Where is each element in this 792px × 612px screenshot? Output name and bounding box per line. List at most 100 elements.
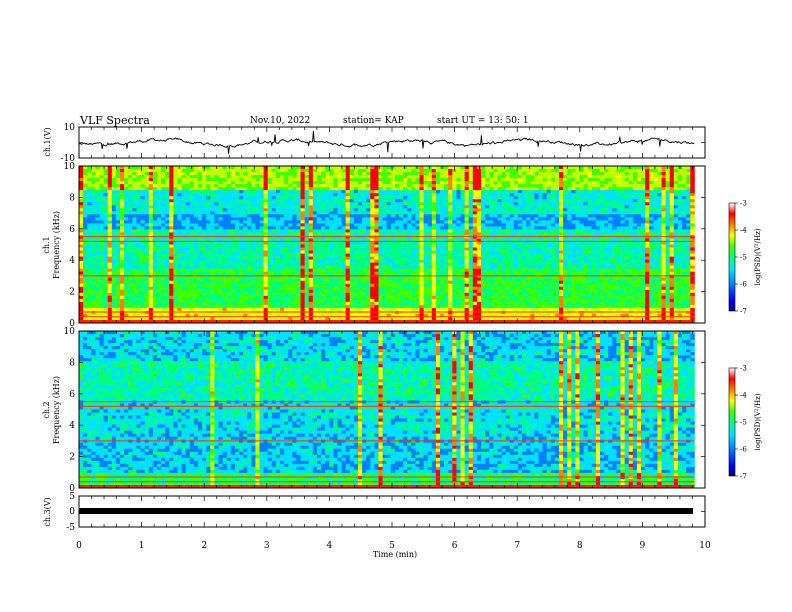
spectrogram-cell [493, 250, 498, 254]
spectrogram-cell [275, 250, 281, 254]
spectrogram-cell [489, 217, 494, 221]
spectrogram-cell [218, 244, 223, 248]
spectrogram-cell [407, 214, 412, 218]
spectrogram-cell [632, 205, 638, 209]
spectrogram-cell [485, 241, 490, 245]
spectrogram-cell [456, 184, 461, 188]
spectrogram-cell [316, 211, 322, 215]
spectrogram-cell [419, 172, 424, 176]
spectrogram-cell [370, 205, 375, 209]
spectrogram-cell [370, 178, 375, 182]
spectrogram-cell [115, 247, 121, 251]
spectrogram-cell [509, 250, 515, 254]
spectrogram-cell [390, 250, 396, 254]
spectrogram-cell [628, 211, 634, 215]
spectrogram-cell [554, 196, 560, 200]
spectrogram-cell [156, 262, 162, 267]
spectrogram-cell [210, 214, 215, 218]
spectrogram-cell [345, 187, 351, 191]
spectrogram-cell [534, 208, 539, 212]
spectrogram-cell [497, 244, 502, 248]
spectrogram-cell [259, 211, 265, 215]
spectrogram-cell [456, 166, 461, 170]
spectrogram-cell [636, 178, 642, 182]
spectrogram-cell [87, 187, 92, 191]
spectrogram-cell [288, 196, 293, 200]
spectrogram-cell [325, 211, 330, 215]
spectrogram-cell [152, 190, 158, 194]
spectrogram-cell [353, 181, 359, 185]
spectrogram-cell [115, 181, 121, 185]
spectrogram-cell [501, 169, 507, 173]
spectrogram-cell [300, 238, 306, 242]
spectrogram-cell [284, 178, 289, 182]
spectrogram-cell [132, 247, 137, 251]
spectrogram-cell [407, 262, 412, 267]
spectrogram-cell [591, 217, 597, 221]
spectrogram-cell [362, 220, 367, 224]
spectrogram-cell [259, 175, 265, 179]
spectrogram-cell [517, 169, 523, 173]
spectrogram-cell [460, 247, 466, 251]
spectrogram-cell [427, 169, 433, 173]
spectrogram-cell [111, 244, 117, 248]
spectrogram-cell [481, 241, 486, 245]
spectrogram-cell [468, 244, 474, 248]
spectrogram-cell [682, 205, 687, 209]
spectrogram-cell [316, 241, 322, 245]
spectrogram-cell [353, 232, 359, 236]
spectrogram-cell [222, 172, 228, 176]
spectrogram-cell [690, 181, 695, 185]
spectrogram-cell [653, 181, 658, 185]
spectrogram-cell [398, 214, 404, 218]
spectrogram-cell [530, 172, 535, 176]
spectrogram-cell [649, 187, 654, 191]
spectrogram-cell [386, 244, 392, 248]
spectrogram-cell [312, 262, 318, 267]
spectrogram-cell [641, 187, 646, 191]
spectrogram-cell [83, 244, 88, 248]
spectrogram-cell [509, 208, 515, 212]
spectrogram-cell [165, 181, 170, 185]
spectrogram-cell [444, 211, 449, 215]
spectrogram-cell [144, 208, 150, 212]
spectrogram-cell [452, 181, 457, 185]
spectrogram-cell [641, 223, 646, 227]
spectrogram-cell [238, 226, 244, 230]
spectrogram-cell [595, 169, 601, 173]
spectrogram-cell [612, 259, 617, 264]
spectrogram-cell [304, 178, 310, 182]
spectrogram-cell [411, 199, 416, 203]
spectrogram-cell [349, 232, 355, 236]
spectrogram-cell [366, 238, 371, 242]
spectrogram-cell [316, 250, 322, 254]
spectrogram-cell [517, 193, 523, 197]
spectrogram-cell [333, 202, 338, 206]
spectrogram-cell [563, 190, 568, 194]
spectrogram-cell [575, 256, 580, 260]
spectrogram-cell [686, 229, 691, 233]
spectrogram-cell [300, 199, 306, 203]
spectrogram-cell [645, 256, 650, 260]
spectrogram-cell [583, 229, 589, 233]
spectrogram-cell [407, 175, 412, 179]
spectrogram-cell [419, 220, 424, 224]
spectrogram-cell [423, 241, 429, 245]
spectrogram-cell [472, 217, 478, 221]
spectrogram-cell [275, 220, 281, 224]
spectrogram-cell [177, 196, 182, 200]
spectrogram-cell [103, 199, 109, 203]
spectrogram-cell [156, 187, 162, 191]
spectrogram-cell [563, 253, 568, 257]
spectrogram-cell [538, 208, 543, 212]
spectrogram-cell [526, 238, 531, 242]
spectrogram-cell [431, 214, 437, 218]
spectrogram-cell [534, 229, 539, 233]
spectrogram-cell [386, 199, 392, 203]
spectrogram-cell [115, 256, 121, 260]
spectrogram-cell [435, 202, 441, 206]
spectrogram-cell [595, 217, 601, 221]
spectrogram-cell [308, 262, 314, 267]
spectrogram-cell [509, 256, 515, 260]
spectrogram-cell [263, 181, 269, 185]
